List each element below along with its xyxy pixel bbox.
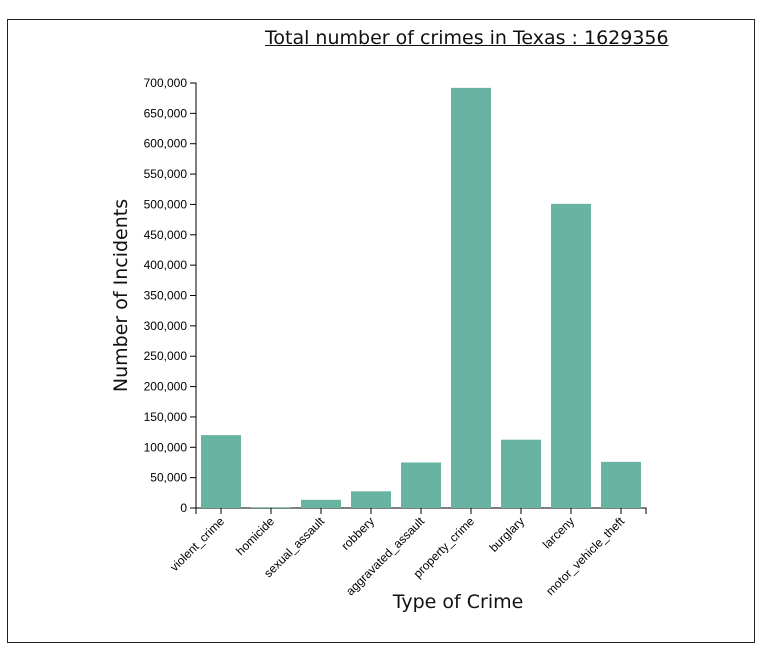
y-tick-label: 700,000 [144,76,188,90]
bar-robbery [351,491,391,508]
y-tick-label: 200,000 [144,380,188,394]
y-tick-label: 100,000 [144,440,188,454]
chart-title: Total number of crimes in Texas : 162935… [265,27,669,49]
y-tick-label: 450,000 [144,228,188,242]
y-tick-label: 0 [180,501,187,515]
x-tick-label: larceny [540,514,577,551]
y-tick-label: 600,000 [144,137,188,151]
bar-violent_crime [201,435,241,508]
y-tick-label: 500,000 [144,197,188,211]
y-tick-label: 650,000 [144,106,188,120]
y-tick-label: 350,000 [144,289,188,303]
y-tick-label: 150,000 [144,410,188,424]
bar-larceny [551,203,591,509]
bar-burglary [501,439,541,508]
bar-motor_vehicle_theft [601,461,641,508]
bar-property_crime [451,87,491,508]
y-axis-title: Number of Incidents [110,199,132,392]
x-tick-label: burglary [487,514,528,555]
y-tick-label: 50,000 [150,471,187,485]
y-tick-label: 250,000 [144,349,188,363]
y-tick-label: 300,000 [144,319,188,333]
x-axis-title: Type of Crime [392,591,524,613]
y-tick-label: 400,000 [144,258,188,272]
bar-sexual_assault [301,499,341,508]
chart-frame [7,19,755,643]
bar-homicide [251,507,291,508]
bar-aggravated_assault [401,462,441,508]
x-tick-label: homicide [233,514,277,558]
x-tick-label: violent_crime [167,514,227,574]
y-tick-label: 550,000 [144,167,188,181]
x-tick-label: robbery [338,514,377,553]
